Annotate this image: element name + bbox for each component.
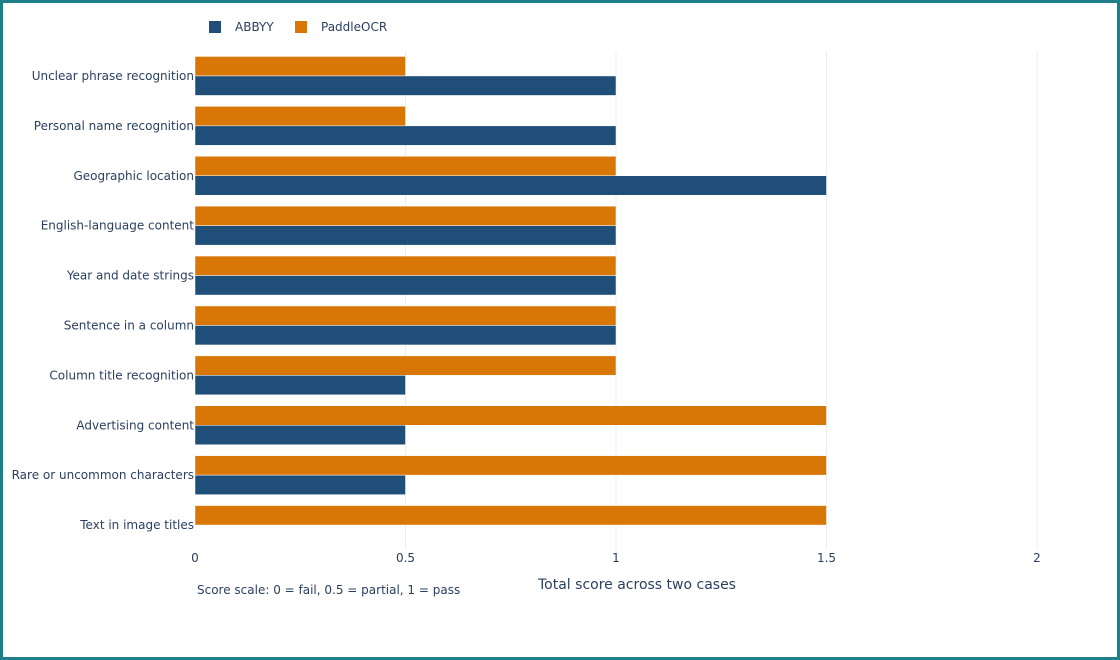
x-tick-label-1: 0.5: [396, 551, 415, 565]
category-label-2: Geographic location: [73, 169, 194, 183]
category-label-6: Column title recognition: [49, 368, 194, 382]
bar-abbyy-4: [194, 275, 617, 296]
bar-paddleocr-7: [194, 405, 827, 426]
category-label-9: Text in image titles: [79, 518, 194, 532]
bars: [194, 56, 827, 526]
category-label-4: Year and date strings: [66, 269, 194, 283]
x-tick-labels: 0 0.5 1 1.5 2: [191, 551, 1041, 565]
x-tick-label-3: 1.5: [817, 551, 836, 565]
legend: ABBYY PaddleOCR: [209, 20, 387, 34]
bar-paddleocr-8: [194, 455, 827, 476]
score-scale-note: Score scale: 0 = fail, 0.5 = partial, 1 …: [197, 583, 460, 597]
bar-abbyy-1: [194, 125, 617, 146]
x-tick-label-4: 2: [1033, 551, 1041, 565]
category-label-7: Advertising content: [76, 418, 194, 432]
bar-abbyy-8: [194, 474, 406, 495]
category-labels: Unclear phrase recognition Personal name …: [12, 69, 195, 532]
x-axis-title: Total score across two cases: [537, 577, 736, 593]
bar-paddleocr-1: [194, 106, 406, 127]
bar-paddleocr-9: [194, 505, 827, 526]
bar-abbyy-2: [194, 175, 827, 196]
bar-abbyy-5: [194, 325, 617, 346]
bar-paddleocr-2: [194, 156, 617, 176]
bar-abbyy-7: [194, 425, 406, 445]
x-tick-label-2: 1: [612, 551, 620, 565]
category-label-5: Sentence in a column: [64, 318, 194, 332]
x-tick-label-0: 0: [191, 551, 199, 565]
legend-label-1: PaddleOCR: [321, 20, 387, 34]
category-label-3: English-language content: [41, 219, 195, 233]
bar-paddleocr-4: [194, 255, 617, 276]
bar-paddleocr-0: [194, 56, 406, 77]
category-label-1: Personal name recognition: [34, 119, 194, 133]
bar-abbyy-0: [194, 75, 617, 96]
bar-paddleocr-6: [194, 355, 617, 376]
bar-abbyy-6: [194, 375, 406, 396]
legend-label-0: ABBYY: [235, 20, 274, 34]
category-label-0: Unclear phrase recognition: [32, 69, 194, 83]
category-label-8: Rare or uncommon characters: [12, 468, 194, 482]
legend-swatch-0: [209, 21, 221, 33]
bar-paddleocr-5: [194, 305, 617, 326]
legend-swatch-1: [295, 21, 307, 33]
bar-abbyy-3: [194, 225, 617, 246]
bar-paddleocr-3: [194, 205, 617, 226]
